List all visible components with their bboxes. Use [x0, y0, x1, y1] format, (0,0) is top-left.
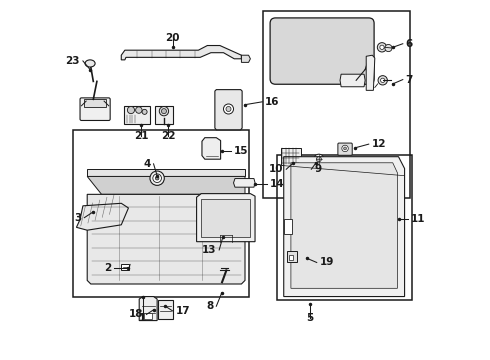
Text: 7: 7 [406, 75, 413, 85]
Circle shape [142, 109, 147, 114]
Text: 10: 10 [269, 164, 283, 174]
Polygon shape [196, 194, 255, 242]
Circle shape [380, 45, 384, 49]
Polygon shape [139, 297, 157, 320]
Text: 1: 1 [139, 313, 147, 323]
FancyBboxPatch shape [80, 98, 110, 121]
Polygon shape [234, 179, 255, 187]
Text: 15: 15 [234, 145, 248, 156]
Text: 13: 13 [202, 245, 216, 255]
Text: 19: 19 [319, 257, 334, 267]
Bar [122, 264, 129, 270]
Bar [284, 220, 292, 234]
Polygon shape [87, 176, 245, 194]
Polygon shape [202, 138, 220, 159]
Polygon shape [122, 45, 242, 60]
Circle shape [343, 147, 346, 150]
Circle shape [136, 107, 142, 113]
Bar [73, 130, 248, 297]
Polygon shape [215, 90, 242, 130]
Polygon shape [291, 163, 397, 288]
Circle shape [314, 154, 324, 164]
Bar [289, 255, 293, 260]
Circle shape [223, 104, 234, 114]
Text: 21: 21 [134, 131, 148, 141]
Polygon shape [87, 169, 245, 176]
Text: 20: 20 [165, 33, 180, 43]
Bar [281, 148, 300, 165]
Circle shape [381, 78, 385, 82]
Bar [144, 313, 152, 319]
Circle shape [317, 157, 321, 162]
Bar [158, 301, 172, 319]
Circle shape [150, 171, 164, 185]
Circle shape [226, 107, 231, 112]
Text: 17: 17 [175, 306, 190, 316]
Circle shape [155, 176, 159, 180]
Ellipse shape [85, 60, 95, 67]
Text: 22: 22 [161, 131, 175, 141]
FancyBboxPatch shape [270, 18, 374, 84]
Text: 9: 9 [314, 164, 321, 174]
Bar [263, 12, 410, 198]
Polygon shape [242, 55, 250, 62]
Text: 12: 12 [371, 139, 386, 149]
Polygon shape [366, 55, 375, 90]
Text: 16: 16 [265, 97, 280, 107]
Circle shape [153, 174, 161, 183]
Polygon shape [201, 199, 250, 237]
Circle shape [342, 145, 348, 152]
Bar [287, 251, 297, 262]
Text: 6: 6 [406, 39, 413, 49]
Circle shape [161, 109, 167, 114]
Text: 3: 3 [74, 213, 81, 222]
Circle shape [127, 107, 135, 114]
Polygon shape [87, 194, 245, 284]
Text: 23: 23 [66, 56, 80, 66]
Text: 5: 5 [306, 313, 313, 323]
Bar [124, 106, 150, 124]
Text: 18: 18 [129, 310, 144, 319]
FancyBboxPatch shape [338, 143, 352, 155]
Circle shape [378, 76, 388, 85]
Bar [84, 99, 106, 107]
Circle shape [377, 42, 387, 52]
Text: 2: 2 [104, 263, 111, 273]
Polygon shape [76, 203, 128, 230]
Bar [155, 106, 172, 124]
Circle shape [385, 44, 392, 51]
Circle shape [159, 107, 169, 116]
Text: 14: 14 [270, 179, 284, 189]
Text: 4: 4 [143, 159, 151, 169]
Text: 8: 8 [206, 301, 214, 311]
Polygon shape [340, 74, 365, 87]
Polygon shape [284, 157, 405, 297]
Bar [277, 155, 412, 300]
Text: 11: 11 [411, 215, 425, 224]
